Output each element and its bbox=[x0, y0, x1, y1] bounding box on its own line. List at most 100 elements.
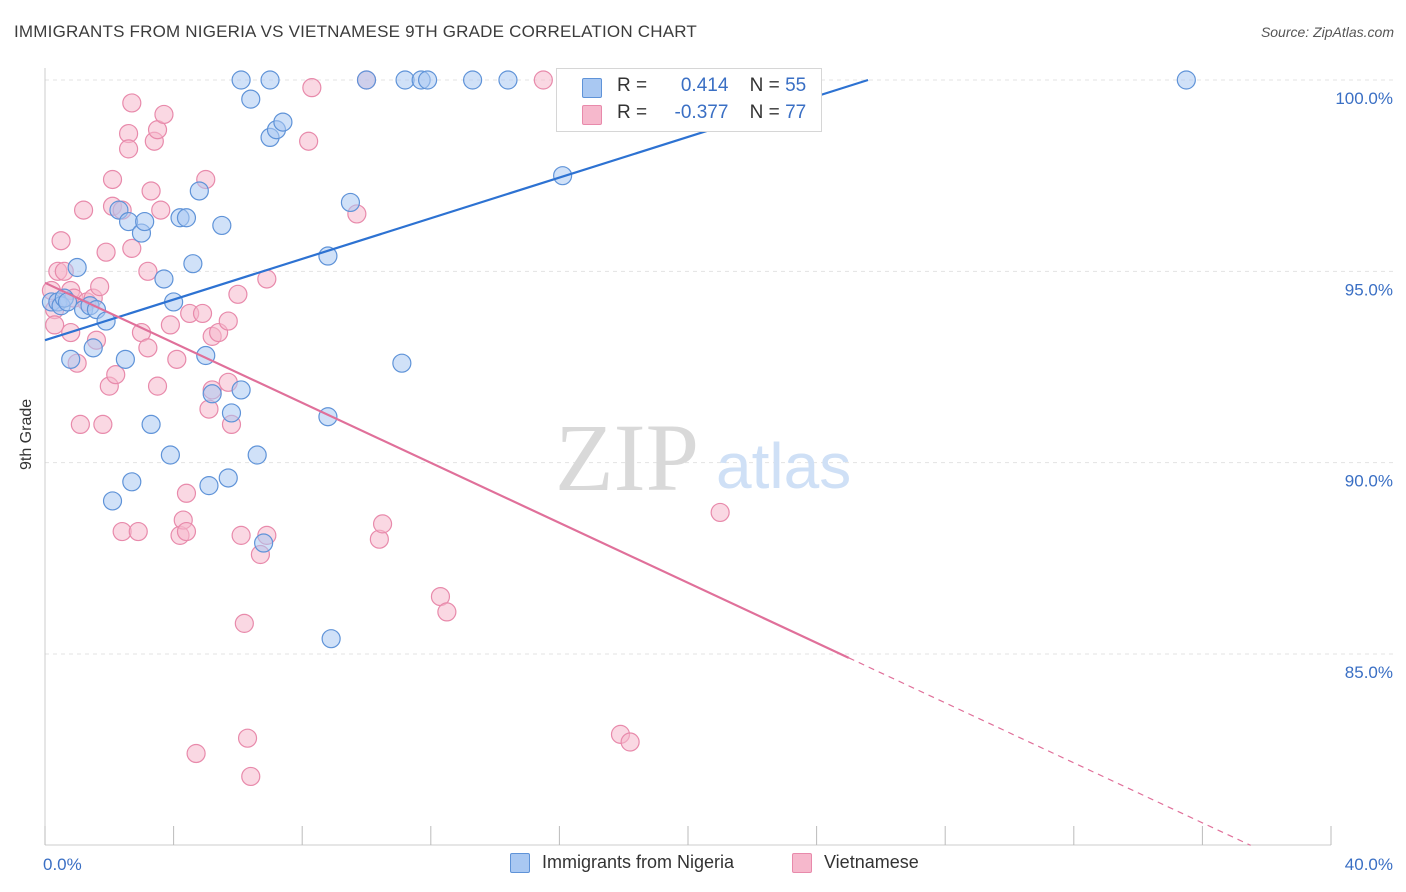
legend-label-nigeria: Immigrants from Nigeria bbox=[542, 852, 735, 872]
vietnamese-point bbox=[138, 261, 158, 281]
vietnamese-point bbox=[118, 139, 139, 159]
nigeria-point bbox=[189, 181, 209, 201]
vietnamese-point bbox=[237, 728, 258, 748]
vietnamese-trend-extension bbox=[848, 657, 1251, 846]
vietnamese-point bbox=[147, 376, 168, 396]
vietnamese-point bbox=[231, 525, 251, 545]
nigeria-point bbox=[462, 70, 483, 90]
vietnamese-point bbox=[106, 365, 126, 385]
vietnamese-trend-line bbox=[44, 281, 850, 659]
vietnamese-point bbox=[437, 602, 457, 622]
nigeria-point bbox=[115, 349, 135, 369]
nigeria-point bbox=[356, 70, 377, 90]
vietnamese-point bbox=[302, 78, 322, 98]
nigeria-point bbox=[218, 468, 238, 488]
vietnamese-point bbox=[93, 414, 113, 434]
nigeria-point bbox=[199, 476, 219, 496]
vietnamese-point bbox=[167, 349, 187, 369]
nigeria-point bbox=[273, 112, 293, 132]
vietnamese-point bbox=[112, 521, 132, 542]
stats-legend: R = 0.414 N = 55 R = -0.377 N = 77 bbox=[556, 68, 822, 132]
nigeria-point bbox=[321, 629, 341, 649]
nigeria-point bbox=[498, 70, 518, 90]
vietnamese-point bbox=[73, 200, 94, 220]
y-tick-label: 100.0% bbox=[1335, 89, 1393, 108]
vietnamese-point bbox=[176, 483, 197, 503]
nigeria-point bbox=[61, 349, 81, 369]
nigeria-point bbox=[247, 445, 267, 465]
vietnamese-point bbox=[51, 231, 71, 251]
legend-r-value-nigeria: 0.414 bbox=[680, 75, 729, 96]
vietnamese-point bbox=[122, 238, 142, 258]
nigeria-point bbox=[395, 70, 415, 90]
nigeria-point bbox=[135, 211, 155, 232]
legend-swatch-nigeria bbox=[582, 78, 602, 98]
axes bbox=[44, 68, 1332, 846]
legend-r-value-vietnamese: -0.377 bbox=[674, 102, 729, 123]
vietnamese-point bbox=[141, 181, 161, 201]
legend-swatch-vietnamese bbox=[582, 105, 602, 125]
legend-r-label: R = bbox=[617, 75, 648, 96]
vietnamese-point bbox=[372, 514, 393, 534]
legend-n-value-nigeria: 55 bbox=[785, 75, 807, 96]
vietnamese-point bbox=[228, 284, 248, 304]
nigeria-point bbox=[202, 384, 222, 404]
nigeria-point bbox=[154, 269, 174, 289]
vietnamese-point bbox=[96, 242, 116, 262]
legend-item-vietnamese[interactable]: Vietnamese bbox=[792, 852, 919, 873]
vietnamese-point bbox=[90, 277, 110, 297]
nigeria-point bbox=[160, 445, 180, 465]
nigeria-point bbox=[122, 472, 142, 492]
nigeria-point bbox=[241, 89, 261, 109]
nigeria-point bbox=[67, 257, 87, 278]
y-tick-label: 95.0% bbox=[1345, 280, 1393, 299]
nigeria-point bbox=[83, 338, 103, 358]
vietnamese-point bbox=[138, 338, 158, 358]
nigeria-point bbox=[392, 353, 412, 373]
vietnamese-point bbox=[241, 766, 261, 787]
watermark-zip: ZIP bbox=[555, 404, 699, 511]
nigeria-point bbox=[212, 215, 232, 236]
vietnamese-point bbox=[128, 521, 148, 542]
vietnamese-point bbox=[70, 414, 90, 434]
nigeria-point bbox=[231, 380, 251, 400]
watermark: ZIP atlas bbox=[555, 404, 851, 511]
nigeria-point bbox=[183, 254, 203, 274]
gridlines bbox=[45, 79, 1395, 655]
vietnamese-point bbox=[186, 743, 206, 764]
vietnamese-point bbox=[45, 315, 65, 335]
legend-item-nigeria[interactable]: Immigrants from Nigeria bbox=[510, 852, 734, 873]
vietnamese-point bbox=[234, 613, 254, 633]
vietnamese-point bbox=[299, 131, 319, 151]
vietnamese-point bbox=[102, 169, 123, 190]
legend-n-value-vietnamese: 77 bbox=[785, 102, 807, 123]
legend-n-label: N = bbox=[749, 102, 780, 123]
vietnamese-point bbox=[620, 732, 640, 752]
legend-swatch-nigeria bbox=[510, 852, 530, 873]
vietnamese-point bbox=[176, 521, 197, 542]
nigeria-point bbox=[417, 70, 438, 90]
nigeria-point bbox=[1176, 70, 1196, 90]
legend-r-label: R = bbox=[617, 102, 648, 123]
nigeria-point bbox=[141, 414, 161, 434]
y-tick-label: 85.0% bbox=[1345, 663, 1393, 682]
vietnamese-point bbox=[160, 315, 180, 335]
legend-swatch-vietnamese bbox=[792, 852, 812, 873]
vietnamese-point bbox=[533, 70, 553, 90]
legend-label-vietnamese: Vietnamese bbox=[824, 852, 919, 872]
nigeria-point bbox=[176, 208, 197, 228]
vietnamese-point bbox=[154, 104, 174, 125]
nigeria-point bbox=[254, 533, 274, 553]
watermark-atlas: atlas bbox=[716, 430, 851, 502]
nigeria-point bbox=[231, 70, 251, 90]
vietnamese-point bbox=[710, 502, 730, 523]
y-tick-label: 90.0% bbox=[1345, 472, 1393, 491]
source-note: Source: ZipAtlas.com bbox=[1260, 24, 1394, 40]
nigeria-point bbox=[340, 192, 361, 213]
x-tick-label: 0.0% bbox=[43, 855, 82, 874]
chart-title: IMMIGRANTS FROM NIGERIA VS VIETNAMESE 9T… bbox=[14, 22, 698, 41]
tick-labels: 100.0% 95.0% 90.0% 85.0% 0.0% 40.0% bbox=[43, 89, 1393, 874]
x-tick-label: 40.0% bbox=[1345, 855, 1393, 874]
vietnamese-point bbox=[122, 93, 142, 113]
